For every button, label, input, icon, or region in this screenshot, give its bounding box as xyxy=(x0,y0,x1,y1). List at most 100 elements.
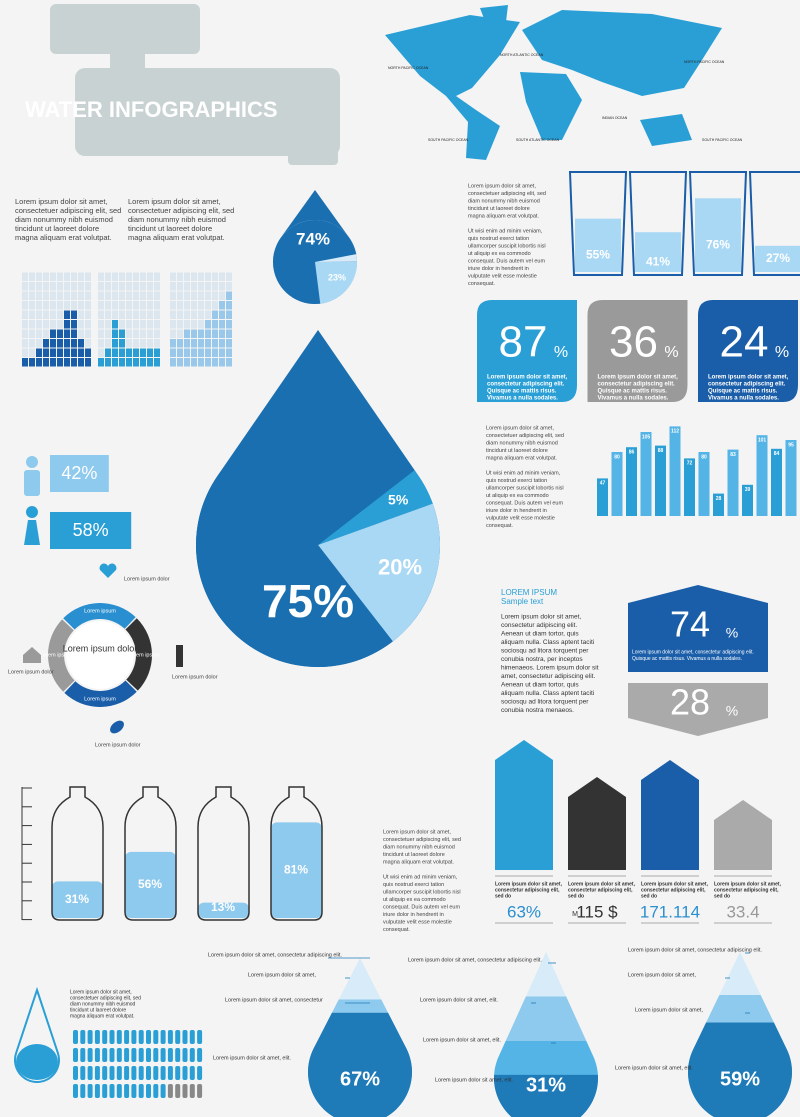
map-label: NORTH PACIFIC OCEAN xyxy=(388,66,429,70)
square-grids xyxy=(22,272,232,367)
cycle-center-text: Lorem ipsum dolor xyxy=(63,643,138,653)
grid-square xyxy=(71,358,77,367)
grid-square xyxy=(85,272,91,281)
grid-square xyxy=(85,320,91,329)
grid-square xyxy=(198,348,204,357)
grid-square xyxy=(147,310,153,319)
stat-text: sed do xyxy=(714,893,730,899)
faucet xyxy=(50,4,340,165)
value-label: 27% xyxy=(766,251,790,265)
grid-square xyxy=(29,358,35,367)
callout: Lorem ipsum dolor sit amet, elit. xyxy=(615,1065,693,1071)
grid-square xyxy=(226,329,232,338)
people-icon xyxy=(94,1066,100,1080)
grid-square xyxy=(71,320,77,329)
body-text: magna aliquam erat volutpat. xyxy=(70,1013,134,1019)
people-icon xyxy=(87,1084,93,1098)
grid-square xyxy=(119,358,125,367)
grid-square xyxy=(198,272,204,281)
body-text: diam nonummy nibh euismod xyxy=(70,1001,136,1007)
grid-square xyxy=(126,329,132,338)
body-text: consequat. Duis autem vel eum xyxy=(468,258,545,264)
grid-square xyxy=(119,291,125,300)
shield-text: Quisque ac mattis risus. Vivamus a nulla… xyxy=(632,656,742,662)
cycle-segment xyxy=(63,603,136,630)
bar xyxy=(655,445,666,516)
grid-square xyxy=(126,291,132,300)
grid-square xyxy=(98,272,104,281)
card-text: Lorem ipsum dolor sit amet, xyxy=(598,375,679,381)
grid-square xyxy=(105,310,111,319)
grid-square xyxy=(98,282,104,291)
body-text: Ut wisi enim ad minim veniam, xyxy=(383,874,458,880)
value-label: 42% xyxy=(61,463,97,483)
body-text: sociosqu ad litora torquent per xyxy=(501,699,589,706)
callout: Lorem ipsum dolor sit amet, consectetur … xyxy=(208,952,342,958)
gender-bar xyxy=(50,512,132,549)
grid-square xyxy=(219,329,225,338)
grid-square xyxy=(219,358,225,367)
grid-square xyxy=(184,310,190,319)
grid-square xyxy=(170,301,176,310)
body-text: consequat. Duis autem vel eum xyxy=(486,500,563,506)
bar xyxy=(626,447,637,516)
bottle xyxy=(197,786,250,921)
grid-square xyxy=(22,358,28,367)
body-text: consequat. xyxy=(486,523,513,529)
grid-square xyxy=(50,320,56,329)
grid-square xyxy=(78,282,84,291)
people-icon xyxy=(167,1048,173,1062)
grid-square xyxy=(78,291,84,300)
grid-square xyxy=(22,272,28,281)
grid-square xyxy=(198,320,204,329)
grid-square xyxy=(191,339,197,348)
people-icon xyxy=(131,1084,137,1098)
grid-square xyxy=(170,282,176,291)
value-label: 59% xyxy=(720,1068,760,1090)
grid-square xyxy=(98,310,104,319)
people-icon xyxy=(138,1066,144,1080)
grid-square xyxy=(170,329,176,338)
people-icon xyxy=(109,1066,115,1080)
grid-square xyxy=(177,329,183,338)
body-text: tincidunt ut laoreet dolore xyxy=(486,448,548,454)
grid-square xyxy=(43,358,49,367)
people-icon xyxy=(131,1030,137,1044)
body-text: consequat. xyxy=(468,281,495,287)
grid-square xyxy=(191,310,197,319)
bar xyxy=(727,449,739,516)
body-text: ut aliquip ex ea commodo xyxy=(468,251,531,257)
grid-square xyxy=(154,329,160,338)
people-icon xyxy=(197,1048,203,1062)
grid-square xyxy=(36,348,42,357)
bar-label: 105 xyxy=(642,434,651,440)
grid-square xyxy=(147,320,153,329)
cycle-segment-label: Lorem ipsum xyxy=(40,652,72,658)
body-text: consectetur adipiscing elit. xyxy=(501,622,577,629)
body-text: quis nostrud exerci tation xyxy=(468,236,529,242)
grid-square xyxy=(126,310,132,319)
stat-prefix: M xyxy=(572,911,578,918)
intro-text: tincidunt ut laoreet dolore xyxy=(128,224,212,233)
grid-square xyxy=(119,320,125,329)
bar xyxy=(785,440,797,516)
grid-square xyxy=(71,339,77,348)
grid-square xyxy=(133,272,139,281)
people-icon xyxy=(80,1084,86,1098)
glass xyxy=(688,171,748,276)
grid-square xyxy=(177,291,183,300)
grid-square xyxy=(198,329,204,338)
grid-square xyxy=(78,320,84,329)
people-icon xyxy=(189,1030,195,1044)
grid-square xyxy=(85,291,91,300)
bar-label: 47 xyxy=(600,481,606,487)
grid-square xyxy=(219,320,225,329)
cycle-segment xyxy=(125,618,152,691)
body-text: diam nonummy nibh euismod xyxy=(383,844,455,850)
world-map xyxy=(385,5,722,160)
grid-square xyxy=(105,282,111,291)
grid-square xyxy=(105,320,111,329)
drop-outline xyxy=(14,986,60,1084)
grid-square xyxy=(226,358,232,367)
gender-bar xyxy=(50,455,109,492)
